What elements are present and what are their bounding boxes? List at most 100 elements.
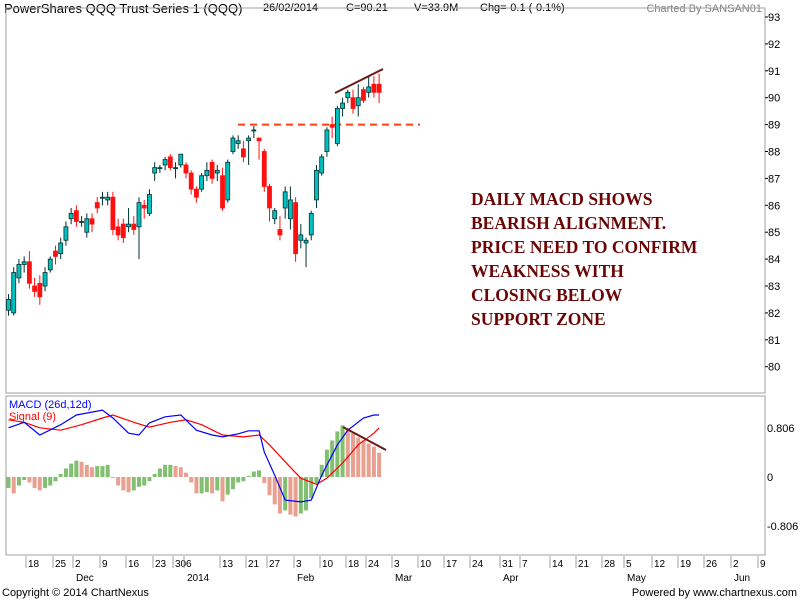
candle-down <box>26 261 32 284</box>
candle-down <box>277 229 283 236</box>
candle-down <box>261 151 267 187</box>
macd-histogram-bar <box>225 477 230 495</box>
candle-up <box>199 175 205 190</box>
macd-panel-frame <box>5 395 766 556</box>
candle-down <box>32 285 37 292</box>
candle-up <box>68 212 74 220</box>
macd-histogram-bar <box>105 464 110 477</box>
macd-histogram-bar <box>366 443 371 477</box>
candle-down <box>267 186 272 209</box>
candle-up <box>225 161 231 201</box>
candle-up <box>235 140 241 144</box>
candle-down <box>371 83 377 93</box>
powered-by-link[interactable]: Powered by www.chartnexus.com <box>631 587 797 599</box>
macd-histogram-bar <box>371 446 376 477</box>
x-tick-label: 24 <box>368 559 380 570</box>
x-tick-label: 28 <box>604 559 616 570</box>
annotation-line: BEARISH ALIGNMENT. <box>471 213 667 233</box>
macd-histogram-bar <box>147 477 152 482</box>
x-month-label: Mar <box>395 573 413 584</box>
candle-up <box>355 97 361 107</box>
y-tick-label: 82 <box>768 308 780 320</box>
x-tick-label: 27 <box>269 559 281 570</box>
x-tick-label: 24 <box>472 559 484 570</box>
macd-histogram-bar <box>288 477 293 515</box>
candle-down <box>350 97 356 109</box>
macd-histogram-bar <box>277 477 282 514</box>
annotation-line: WEAKNESS WITH <box>471 261 624 281</box>
candle-up <box>42 272 48 287</box>
candle-down <box>194 188 199 198</box>
macd-histogram-bar <box>241 477 246 482</box>
y-tick-label: 87 <box>768 173 780 185</box>
candle-up <box>230 137 236 152</box>
candle-down <box>89 218 95 225</box>
candle-up <box>162 159 168 166</box>
x-tick-label: 21 <box>578 559 590 570</box>
signal-line <box>8 414 380 485</box>
macd-histogram-bar <box>100 466 105 477</box>
x-month-label: Dec <box>76 573 94 584</box>
macd-histogram-bar <box>22 477 27 481</box>
macd-histogram-bar <box>230 477 235 490</box>
candle-down <box>220 175 225 209</box>
candle-up <box>58 242 64 255</box>
candle-up <box>298 234 304 241</box>
y-tick-label: 91 <box>768 66 780 78</box>
macd-histogram-bar <box>37 477 42 491</box>
y-tick-label: 89 <box>768 120 780 132</box>
y-tick-label: 92 <box>768 39 780 51</box>
charted-by: Charted By SANSAN01 <box>646 3 762 15</box>
y-tick-label: 85 <box>768 227 780 239</box>
candle-down <box>293 202 299 255</box>
candle-up <box>79 221 84 223</box>
x-tick-label: 16 <box>128 559 140 570</box>
x-month-label: 2014 <box>187 573 210 584</box>
y-tick-label: 88 <box>768 147 780 159</box>
x-tick-label: 10 <box>420 559 432 570</box>
macd-histogram-bar <box>335 431 340 477</box>
candle-up <box>147 194 152 214</box>
candle-down <box>120 223 126 238</box>
x-tick-label: 30 <box>175 559 187 570</box>
x-tick-label: 31 <box>502 559 514 570</box>
macd-histogram-bar <box>246 475 251 477</box>
candle-down <box>240 148 246 158</box>
macd-histogram-bar <box>251 471 256 477</box>
macd-histogram-bar <box>361 440 366 477</box>
macd-histogram-bar <box>293 477 298 517</box>
macd-tick-label: 0.806 <box>767 423 795 435</box>
y-tick-label: 80 <box>768 362 780 374</box>
x-tick-label: 26 <box>706 559 718 570</box>
macd-histogram-bar <box>142 477 147 486</box>
x-tick-label: 9 <box>760 559 766 570</box>
macd-histogram-bar <box>121 477 126 491</box>
macd-histogram-bar <box>324 449 329 477</box>
copyright: Copyright © 2014 ChartNexus <box>2 587 149 599</box>
candle-down <box>209 161 215 179</box>
macd-histogram-bar <box>163 464 168 477</box>
candle-down <box>361 89 366 101</box>
y-tick-label: 93 <box>768 12 780 24</box>
candle-down <box>188 172 194 190</box>
x-tick-label: 13 <box>222 559 234 570</box>
x-tick-label: 2 <box>733 559 739 570</box>
candle-up <box>11 272 17 314</box>
candle-up <box>319 156 325 174</box>
macd-histogram-bar <box>189 477 194 483</box>
candle-down <box>131 223 137 230</box>
candle-up <box>47 258 53 271</box>
y-tick-label: 81 <box>768 335 780 347</box>
macd-histogram-bar <box>377 452 382 477</box>
macd-histogram-bar <box>126 477 131 493</box>
macd-histogram-bar <box>345 428 350 477</box>
macd-histogram-bar <box>79 461 84 477</box>
macd-histogram-bar <box>84 464 89 477</box>
macd-histogram-bar <box>304 477 309 511</box>
x-month-label: May <box>627 573 646 584</box>
macd-histogram-bar <box>131 477 136 491</box>
macd-histogram-bar <box>11 477 16 494</box>
macd-histogram-bar <box>137 477 141 487</box>
macd-line <box>8 409 380 503</box>
macd-tick-label: -0.806 <box>767 521 798 533</box>
